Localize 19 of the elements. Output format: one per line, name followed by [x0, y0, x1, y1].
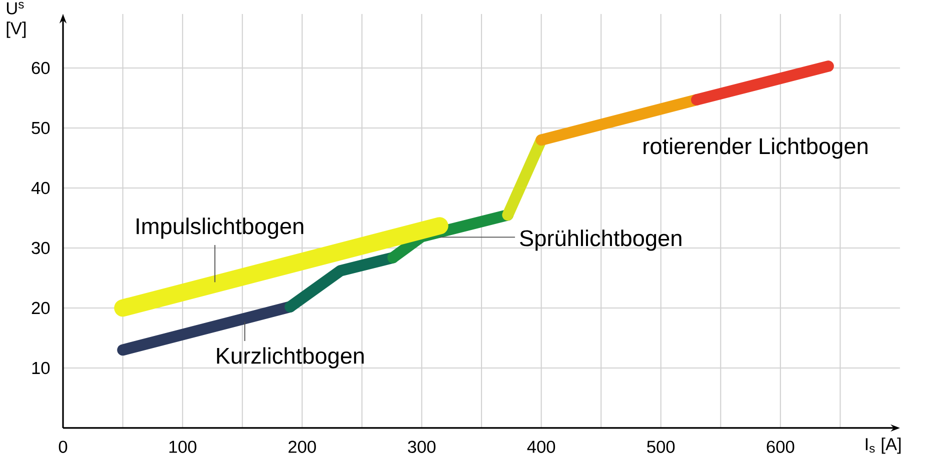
y-tick-label: 20 — [32, 302, 50, 314]
x-tick-label: 300 — [408, 440, 436, 453]
annotation: rotierender Lichtbogen — [644, 138, 868, 159]
x-tick-label: 400 — [527, 440, 556, 453]
y-tick-label: 30 — [32, 242, 50, 254]
x-tick-label: 0 — [58, 440, 68, 453]
annotation: Kurzlichtbogen — [217, 347, 364, 368]
y-tick-label: 50 — [32, 122, 50, 134]
y-tick-label: 40 — [31, 182, 50, 194]
annotation: Sprühlichtbogen — [520, 230, 682, 251]
x-axis-title: I$_{s}$ [A] — [866, 438, 901, 454]
y-axis-title: U$^{s}$ [V] — [6, 2, 26, 38]
x-tick-label: 500 — [647, 440, 675, 453]
x-tick-label: 600 — [766, 440, 794, 453]
x-tick-label: 100 — [169, 440, 196, 453]
x-tick-label: 200 — [288, 440, 316, 453]
annotation: Impulslichtbogen — [136, 218, 304, 239]
y-tick-label: 60 — [32, 62, 50, 74]
y-tick-label: 10 — [32, 362, 50, 374]
